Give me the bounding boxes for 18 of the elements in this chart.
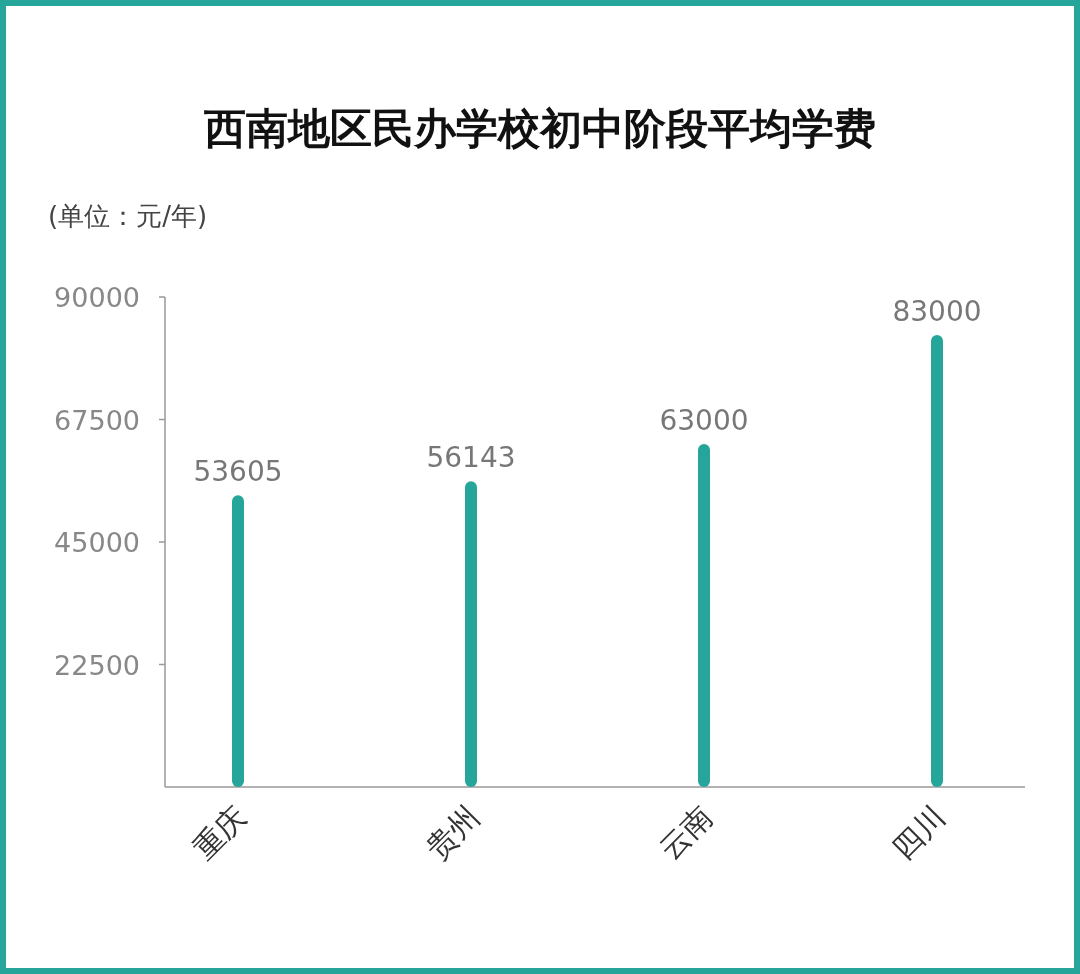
x-tick-label: 四川: [884, 799, 952, 867]
y-tick-label: 22500: [54, 649, 140, 681]
bar: [698, 444, 710, 787]
x-tick-label: 贵州: [418, 799, 486, 867]
data-label: 83000: [892, 295, 982, 329]
y-tick-label: 67500: [54, 404, 140, 436]
y-tick-label: 90000: [54, 282, 140, 313]
data-label: 63000: [659, 404, 749, 437]
bar: [232, 495, 244, 787]
data-label: 56143: [426, 441, 516, 475]
y-tick-label: 45000: [54, 527, 140, 558]
x-tick-label: 重庆: [185, 799, 253, 867]
bar: [931, 335, 943, 787]
bar: [465, 481, 477, 787]
chart-title: 西南地区民办学校初中阶段平均学费: [203, 104, 876, 153]
data-label: 53605: [193, 455, 283, 489]
chart-subtitle: (单位：元/年): [48, 201, 208, 231]
x-tick-label: 云南: [651, 799, 719, 867]
